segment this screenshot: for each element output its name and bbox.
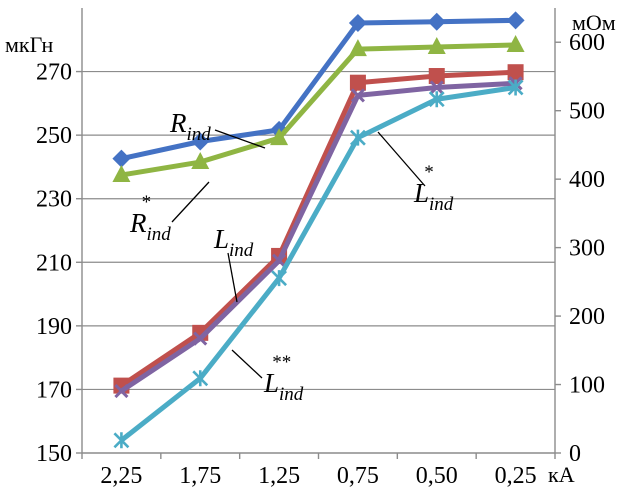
- series-1-point: [506, 11, 525, 30]
- series-4: [114, 76, 523, 399]
- series-5-point: [507, 79, 524, 96]
- series-5-point: [428, 91, 445, 108]
- y-left-tick-label: 170: [36, 377, 72, 403]
- y-left-tick-label: 190: [36, 314, 72, 340]
- left-axis-unit: мкГн: [5, 32, 53, 57]
- series-2-point: [506, 34, 525, 52]
- leader-r-ind: [214, 129, 266, 149]
- series-2-point: [348, 39, 367, 57]
- y-left-tick-label: 230: [36, 187, 72, 213]
- series-4-point: [193, 331, 208, 346]
- y-right-tick-label: 400: [569, 167, 605, 193]
- y-left-tick-label: 270: [36, 60, 72, 86]
- x-tick-label: 0,50: [416, 463, 458, 489]
- series-4-point: [114, 383, 129, 399]
- series-1-point: [427, 12, 446, 31]
- series-5-point: [192, 370, 209, 387]
- annotation-l-ind: Lind: [213, 224, 254, 261]
- y-right-tick-label: 300: [569, 236, 605, 262]
- series-1-point: [191, 132, 210, 151]
- series-5: [113, 79, 524, 449]
- x-tick-label: 0,75: [337, 463, 379, 489]
- series-2: [112, 34, 525, 183]
- series-1-point: [348, 14, 367, 33]
- series-5-point: [349, 129, 366, 146]
- series-4-point: [272, 253, 287, 268]
- series-3-line: [120, 69, 516, 388]
- series-5-point: [113, 432, 130, 449]
- annotation-l-ind-star: Lind*: [413, 162, 454, 215]
- annotation-l-ind-double-star: Lind**: [263, 352, 304, 405]
- tick-labels: 150 170 190 210 230 250 270 0 100 200 300 400 500 600…: [36, 30, 605, 489]
- annotation-r-ind-star: Rind*: [129, 192, 171, 245]
- series-3-point: [428, 68, 445, 85]
- axes: [76, 8, 561, 459]
- y-left-tick-label: 250: [36, 123, 72, 149]
- x-tick-label: 0,25: [495, 463, 537, 489]
- series-5-point: [271, 270, 288, 287]
- y-right-tick-label: 500: [569, 99, 605, 125]
- series-1: [112, 11, 525, 168]
- series-3-point: [349, 74, 366, 91]
- annotation-r-ind: Rind: [169, 108, 211, 145]
- y-left-tick-label: 210: [36, 250, 72, 276]
- annotations: Rind Rind* Lind Lind* Lind**: [129, 108, 454, 405]
- y-right-tick-label: 0: [569, 441, 581, 467]
- series-5-line: [119, 84, 516, 443]
- series-4-point: [429, 80, 444, 95]
- x-axis-unit: кА: [548, 462, 575, 487]
- series-3-point: [507, 64, 524, 81]
- y-right-tick-label: 200: [569, 304, 605, 330]
- gridlines: [82, 70, 555, 391]
- series-2-point: [427, 37, 446, 55]
- right-axis-unit: мОм: [572, 10, 616, 35]
- leader-r-ind-star: [171, 181, 210, 223]
- leader-l-ind-dstar: [231, 349, 263, 379]
- leader-l-ind-star: [377, 131, 426, 187]
- x-tick-label: 1,25: [258, 463, 300, 489]
- series-2-line: [121, 42, 516, 178]
- leader-l-ind: [227, 252, 238, 303]
- y-left-tick-label: 150: [36, 441, 72, 467]
- series-1-point: [112, 149, 131, 168]
- y-right-tick-label: 600: [569, 30, 605, 56]
- series-1-line: [120, 17, 516, 162]
- series-layer: [112, 11, 525, 449]
- x-tick-label: 1,75: [179, 463, 221, 489]
- y-right-tick-label: 100: [569, 373, 605, 399]
- series-2-point: [270, 128, 289, 146]
- series-2-point: [112, 165, 131, 183]
- x-tick-label: 2,25: [100, 463, 142, 489]
- series-4-point: [350, 88, 365, 103]
- series-2-point: [191, 152, 210, 170]
- series-4-line: [120, 80, 516, 394]
